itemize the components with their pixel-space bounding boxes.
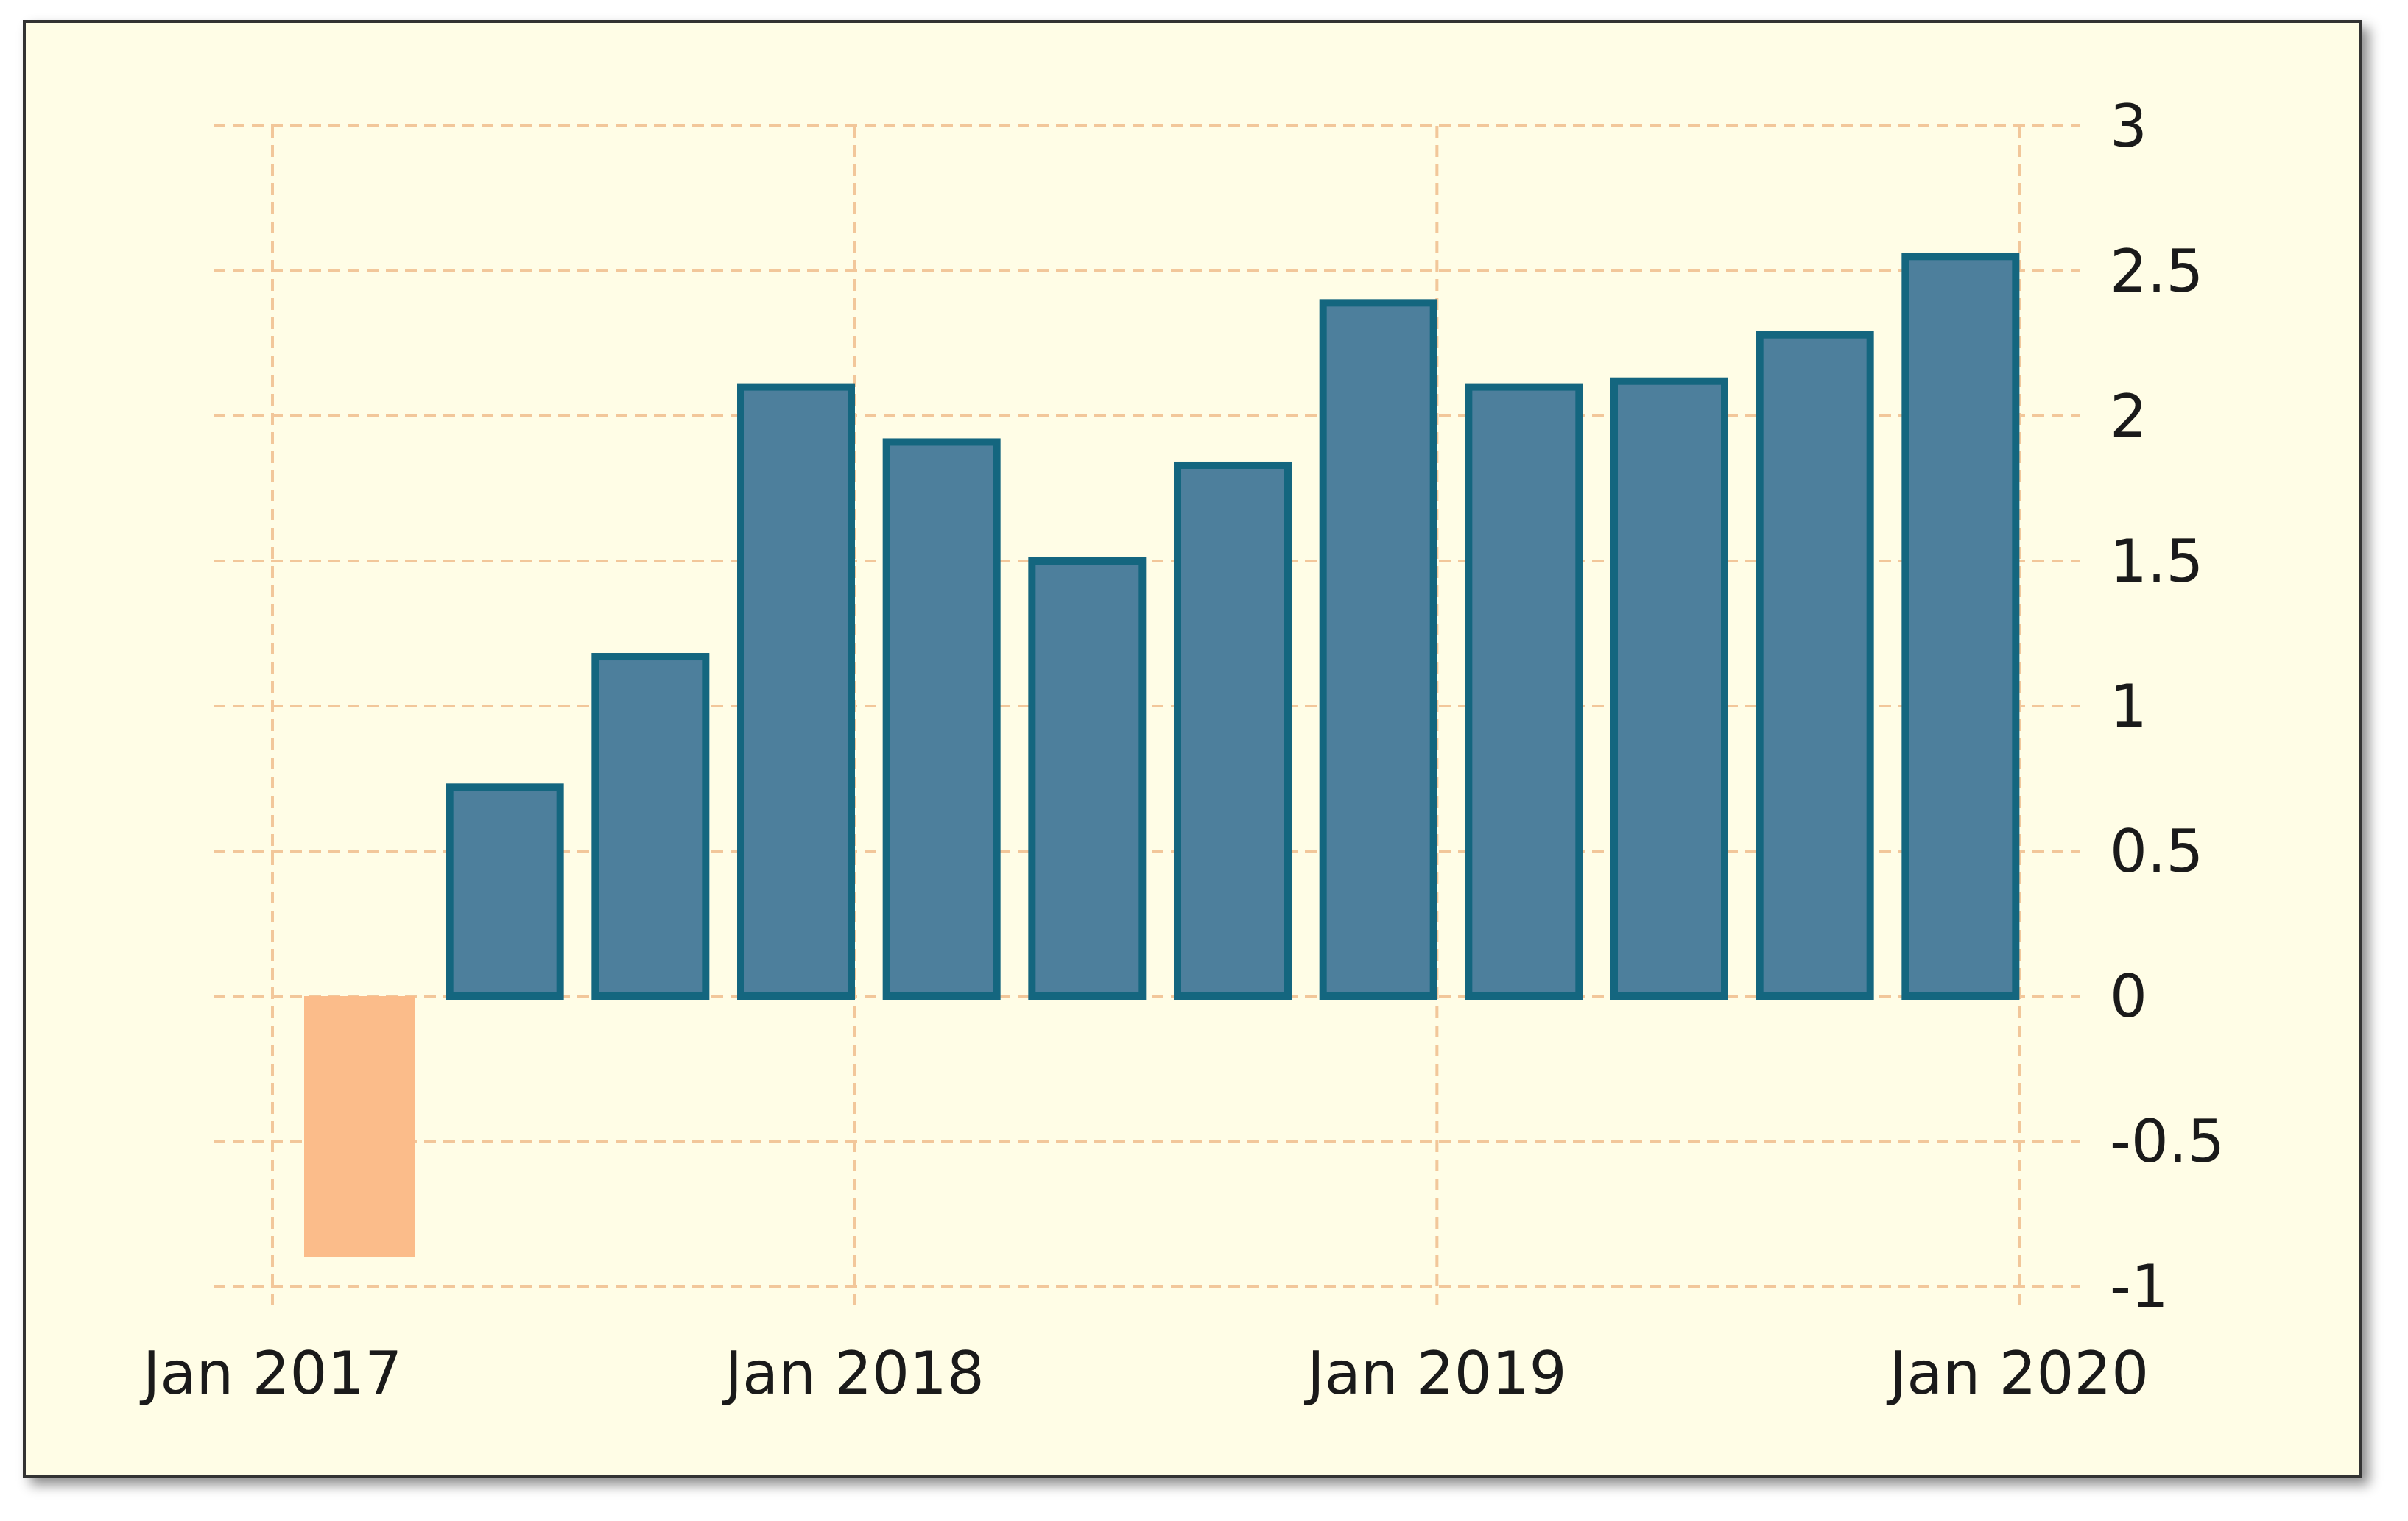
bar: [1610, 377, 1728, 1001]
bars: [304, 253, 2020, 1257]
bar: [1028, 557, 1147, 1000]
y-tick-label: -1: [2110, 1252, 2169, 1321]
x-tick-label: Jan 2017: [139, 1339, 402, 1408]
bar: [304, 996, 415, 1257]
bar: [1465, 383, 1583, 1001]
bar: [1174, 461, 1292, 1000]
bar: [1756, 331, 1874, 1000]
x-tick-label: Jan 2018: [721, 1339, 984, 1408]
tick-labels: 3 2.5 2 1.5 1 0.5 0 -0.5 -1 Jan 2017 Jan 2018 Jan 2…: [139, 92, 2225, 1408]
chart-frame: 3 2.5 2 1.5 1 0.5 0 -0.5 -1 Jan 2017 Jan 2018 Jan 2…: [23, 20, 2362, 1478]
bar: [882, 438, 1001, 1000]
x-tick-label: Jan 2020: [1886, 1339, 2149, 1408]
bar: [1901, 253, 2020, 1000]
y-tick-label: 1.5: [2110, 527, 2203, 596]
y-tick-label: 3: [2110, 92, 2147, 160]
bar: [446, 783, 564, 1000]
bar: [737, 383, 855, 1001]
bar-chart: 3 2.5 2 1.5 1 0.5 0 -0.5 -1 Jan 2017 Jan 2018 Jan 2…: [26, 23, 2359, 1475]
bar: [591, 653, 710, 1001]
x-tick-label: Jan 2019: [1303, 1339, 1566, 1408]
y-tick-label: 0.5: [2110, 817, 2203, 886]
bar: [1319, 299, 1437, 1000]
y-tick-label: 2: [2110, 382, 2147, 451]
y-tick-label: 0: [2110, 962, 2147, 1031]
y-tick-label: 1: [2110, 672, 2147, 741]
y-tick-label: -0.5: [2110, 1107, 2225, 1176]
y-tick-label: 2.5: [2110, 237, 2203, 306]
